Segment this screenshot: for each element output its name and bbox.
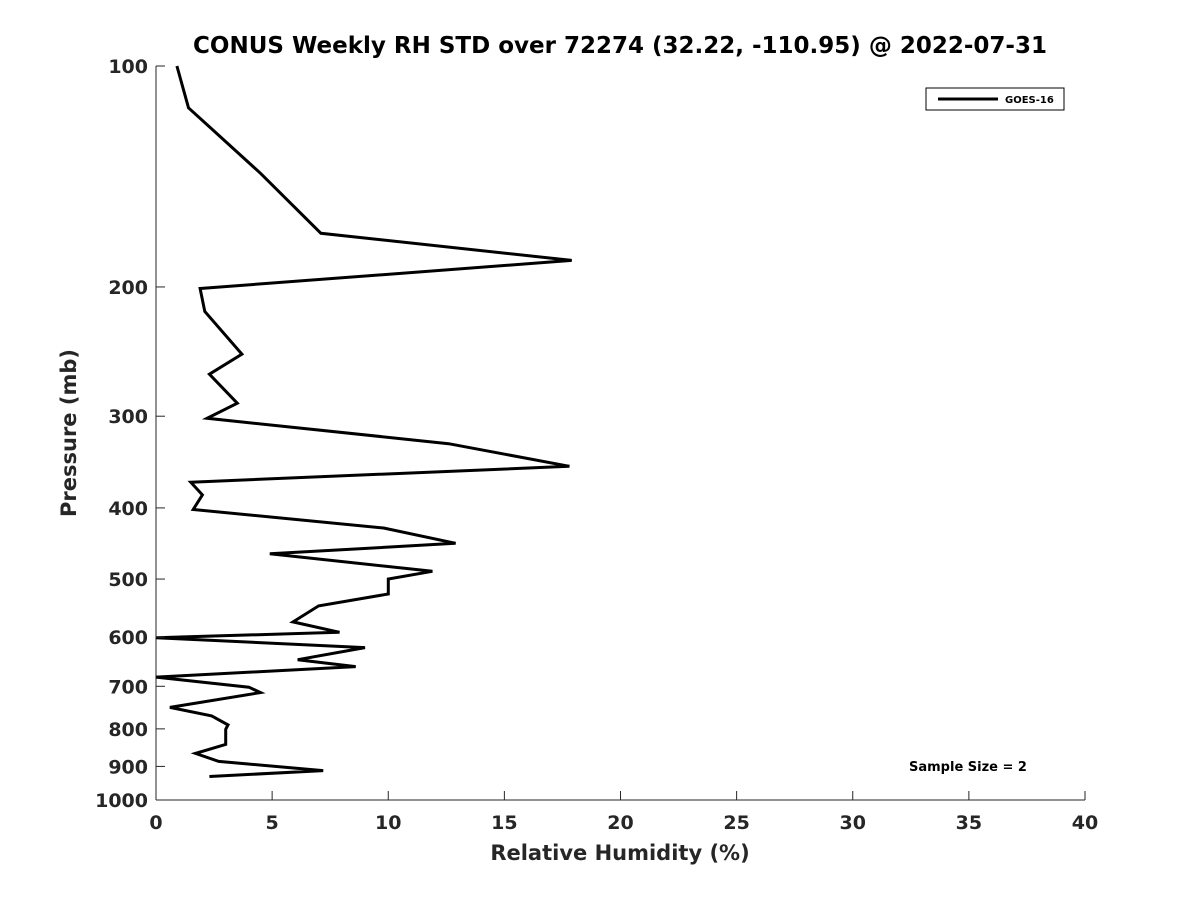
x-tick-label: 40 (1072, 812, 1098, 834)
y-tick-label: 800 (108, 719, 148, 741)
plot-area (155, 65, 1085, 801)
y-axis: 100 200 300 400 500 600 700 800 900 1000 (95, 56, 165, 812)
legend-label-goes-16: GOES-16 (1005, 95, 1054, 106)
y-tick-label: 700 (108, 676, 148, 698)
y-tick-label: 300 (108, 406, 148, 428)
x-axis: 0 5 10 15 20 25 30 35 40 (149, 791, 1098, 834)
x-tick-label: 25 (723, 812, 749, 834)
x-tick-label: 0 (149, 812, 162, 834)
y-tick-label: 900 (108, 756, 148, 778)
y-axis-label: Pressure (mb) (57, 349, 81, 517)
legend: GOES-16 (925, 87, 1065, 111)
y-tick-label: 1000 (95, 790, 148, 812)
x-axis-label: Relative Humidity (%) (490, 841, 749, 865)
x-tick-label: 15 (491, 812, 517, 834)
x-tick-label: 5 (266, 812, 279, 834)
chart-title: CONUS Weekly RH STD over 72274 (32.22, -… (193, 33, 1047, 59)
series-line-goes-16 (155, 65, 572, 778)
y-tick-label: 100 (108, 56, 148, 78)
y-tick-label: 400 (108, 498, 148, 520)
y-tick-label: 200 (108, 277, 148, 299)
x-tick-label: 30 (840, 812, 866, 834)
y-tick-label: 600 (108, 627, 148, 649)
x-tick-label: 35 (956, 812, 982, 834)
sample-size-annotation: Sample Size = 2 (909, 760, 1027, 775)
y-tick-label: 500 (108, 569, 148, 591)
x-tick-label: 10 (375, 812, 401, 834)
x-tick-label: 20 (607, 812, 633, 834)
